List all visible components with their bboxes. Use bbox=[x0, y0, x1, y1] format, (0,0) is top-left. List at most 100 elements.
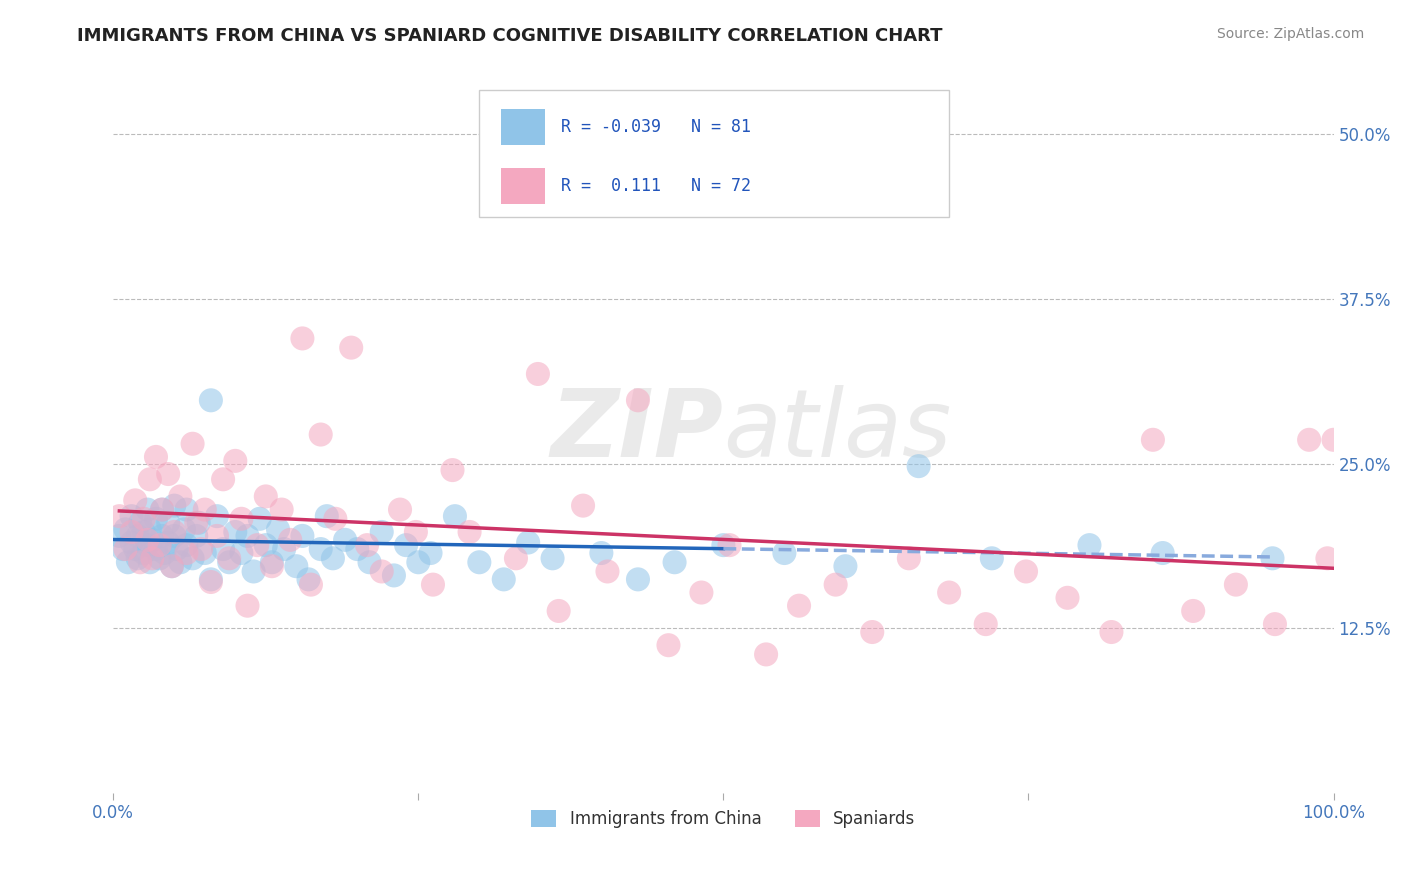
Point bbox=[150, 502, 173, 516]
Point bbox=[181, 551, 204, 566]
Point bbox=[121, 535, 143, 549]
Point bbox=[1322, 433, 1344, 447]
Point bbox=[127, 551, 149, 566]
Point bbox=[160, 559, 183, 574]
Point bbox=[370, 565, 392, 579]
Point bbox=[236, 599, 259, 613]
Point bbox=[129, 516, 152, 530]
Point bbox=[627, 573, 650, 587]
Point bbox=[419, 546, 441, 560]
Point bbox=[333, 533, 356, 547]
Point bbox=[136, 533, 159, 547]
Point bbox=[169, 490, 191, 504]
Point bbox=[309, 542, 332, 557]
Point bbox=[231, 546, 253, 560]
Point bbox=[163, 499, 186, 513]
Point bbox=[224, 524, 246, 539]
Point bbox=[205, 529, 228, 543]
Point bbox=[246, 538, 269, 552]
Point bbox=[1152, 546, 1174, 560]
Point bbox=[481, 195, 503, 210]
Point bbox=[1056, 591, 1078, 605]
Point bbox=[186, 529, 208, 543]
Point bbox=[346, 542, 368, 557]
Point bbox=[176, 502, 198, 516]
Point bbox=[242, 565, 264, 579]
Point bbox=[278, 533, 301, 547]
Point bbox=[273, 542, 295, 557]
Point bbox=[547, 604, 569, 618]
Point bbox=[132, 524, 155, 539]
Point bbox=[153, 546, 176, 560]
Point bbox=[166, 542, 188, 557]
Point bbox=[114, 522, 136, 536]
Point bbox=[176, 538, 198, 552]
Point bbox=[139, 555, 162, 569]
Point bbox=[141, 533, 163, 547]
Text: R = -0.039   N = 81: R = -0.039 N = 81 bbox=[561, 118, 751, 136]
Point bbox=[139, 522, 162, 536]
Point bbox=[136, 502, 159, 516]
Point bbox=[121, 509, 143, 524]
Point bbox=[773, 546, 796, 560]
FancyBboxPatch shape bbox=[502, 169, 546, 204]
Point bbox=[299, 577, 322, 591]
Point bbox=[325, 512, 347, 526]
Point bbox=[1015, 565, 1038, 579]
Point bbox=[860, 625, 883, 640]
Point bbox=[121, 524, 143, 539]
FancyBboxPatch shape bbox=[479, 90, 949, 217]
Point bbox=[150, 502, 173, 516]
Text: Source: ZipAtlas.com: Source: ZipAtlas.com bbox=[1216, 27, 1364, 41]
Point bbox=[713, 538, 735, 552]
Point bbox=[212, 542, 235, 557]
Point bbox=[591, 546, 613, 560]
Point bbox=[163, 524, 186, 539]
Point bbox=[127, 529, 149, 543]
Point bbox=[340, 341, 363, 355]
Point bbox=[1142, 433, 1164, 447]
Point bbox=[108, 529, 131, 543]
Point bbox=[468, 555, 491, 569]
Point bbox=[517, 535, 540, 549]
Point bbox=[260, 559, 283, 574]
Point bbox=[212, 472, 235, 486]
Point bbox=[297, 573, 319, 587]
Point bbox=[145, 512, 167, 526]
Point bbox=[186, 516, 208, 530]
Point bbox=[129, 555, 152, 569]
Point bbox=[267, 522, 290, 536]
Point bbox=[157, 467, 180, 481]
Point bbox=[124, 493, 146, 508]
Point bbox=[527, 367, 550, 381]
Point bbox=[150, 529, 173, 543]
Point bbox=[132, 512, 155, 526]
Point bbox=[200, 573, 222, 587]
Point bbox=[194, 546, 217, 560]
Text: R =  0.111   N = 72: R = 0.111 N = 72 bbox=[561, 177, 751, 194]
Point bbox=[124, 542, 146, 557]
Point bbox=[359, 555, 381, 569]
Point bbox=[422, 577, 444, 591]
Point bbox=[112, 542, 135, 557]
Point bbox=[157, 516, 180, 530]
Text: atlas: atlas bbox=[724, 385, 952, 476]
Point bbox=[897, 551, 920, 566]
Point bbox=[974, 617, 997, 632]
Point bbox=[441, 463, 464, 477]
Point bbox=[1182, 604, 1205, 618]
Point bbox=[187, 516, 209, 530]
Point bbox=[1225, 577, 1247, 591]
Point bbox=[160, 559, 183, 574]
Point bbox=[224, 454, 246, 468]
Point bbox=[117, 555, 139, 569]
Point bbox=[141, 551, 163, 566]
Point bbox=[389, 502, 412, 516]
Point bbox=[181, 436, 204, 450]
Point bbox=[690, 585, 713, 599]
Point bbox=[291, 529, 314, 543]
Point bbox=[541, 551, 564, 566]
Point bbox=[218, 555, 240, 569]
Point bbox=[254, 490, 277, 504]
Point bbox=[149, 538, 172, 552]
